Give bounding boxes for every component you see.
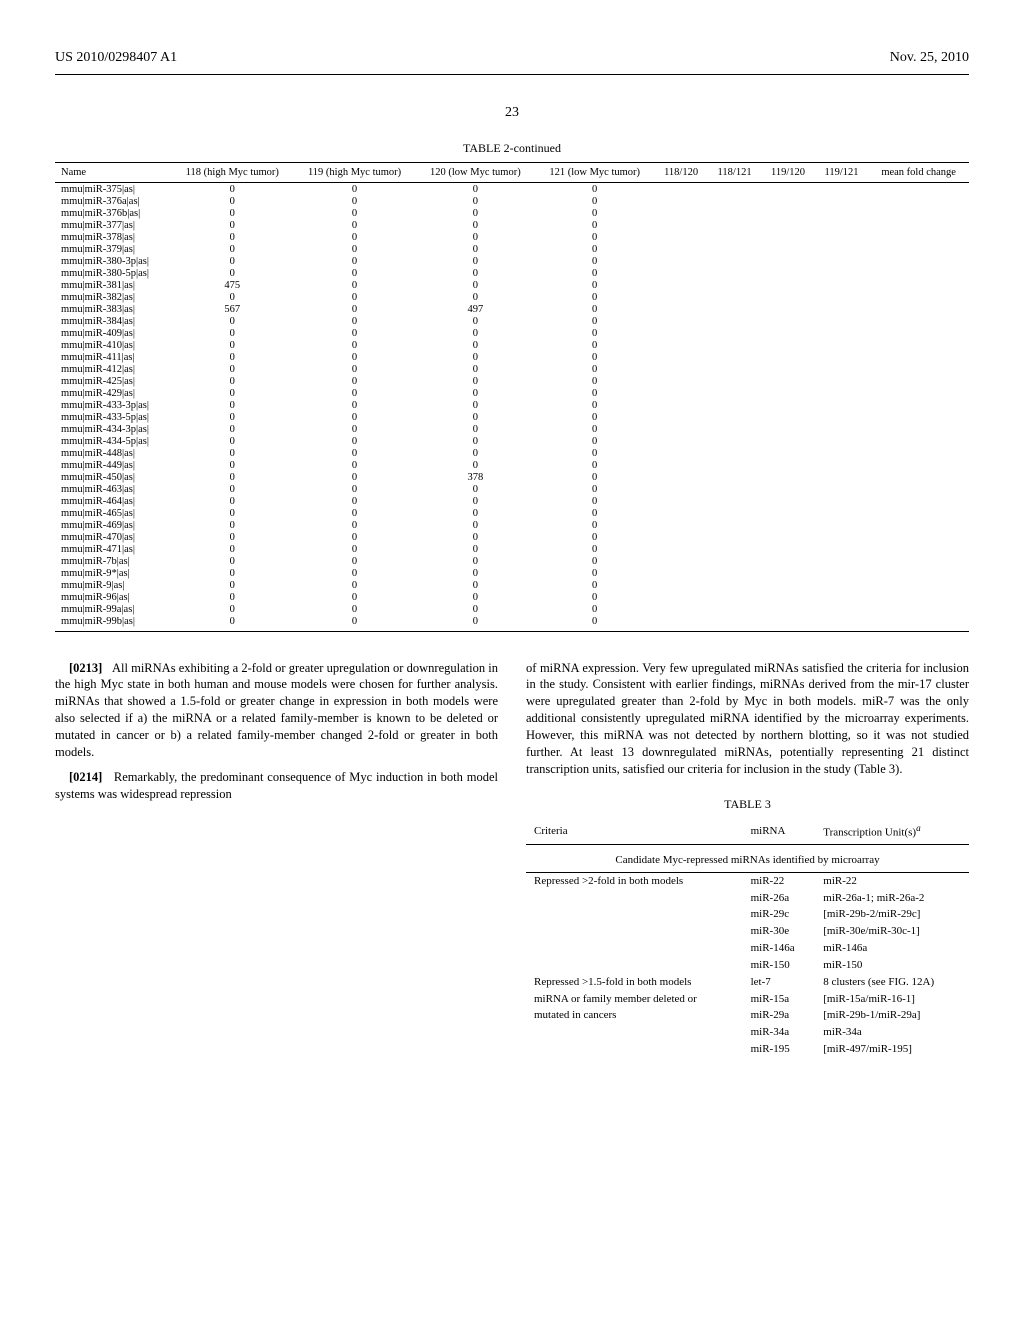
table3-caption: Candidate Myc-repressed miRNAs identifie… [526,849,969,872]
t2-col-0: Name [55,163,171,183]
t2-col-1: 118 (high Myc tumor) [171,163,293,183]
table-row: mmu|miR-380-5p|as|0000 [55,267,969,279]
pub-number: US 2010/0298407 A1 [55,50,177,66]
table-row: miR-26amiR-26a-1; miR-26a-2 [526,890,969,907]
t2-col-4: 121 (low Myc tumor) [535,163,654,183]
table-row: mmu|miR-376a|as|0000 [55,195,969,207]
t3-col-criteria: Criteria [526,818,743,845]
table-row: mmu|miR-99a|as|0000 [55,603,969,615]
para-num-0213: [0213] [69,661,102,675]
para-num-0214: [0214] [69,770,102,784]
table-row: mmu|miR-433-3p|as|0000 [55,399,969,411]
table-row: mmu|miR-96|as|0000 [55,591,969,603]
table-row: mutated in cancersmiR-29a[miR-29b-1/miR-… [526,1007,969,1024]
column-right: of miRNA expression. Very few upregulate… [526,660,969,1061]
table-row: mmu|miR-376b|as|0000 [55,207,969,219]
column-left: [0213] All miRNAs exhibiting a 2-fold or… [55,660,498,1061]
table-row: mmu|miR-470|as|0000 [55,531,969,543]
table-row: mmu|miR-411|as|0000 [55,351,969,363]
table-row: mmu|miR-7b|as|0000 [55,555,969,567]
table-row: mmu|miR-410|as|0000 [55,339,969,351]
table-row: mmu|miR-450|as|003780 [55,471,969,483]
para-0214: [0214] Remarkably, the predominant conse… [55,769,498,803]
table-row: mmu|miR-380-3p|as|0000 [55,255,969,267]
table-row: mmu|miR-382|as|0000 [55,291,969,303]
table2: Name118 (high Myc tumor)119 (high Myc tu… [55,162,969,632]
table-row: mmu|miR-434-3p|as|0000 [55,423,969,435]
table-row: mmu|miR-9*|as|0000 [55,567,969,579]
table-row: mmu|miR-471|as|0000 [55,543,969,555]
table-row: mmu|miR-433-5p|as|0000 [55,411,969,423]
table-row: miRNA or family member deleted ormiR-15a… [526,991,969,1008]
table-row: mmu|miR-375|as|0000 [55,183,969,196]
pub-date: Nov. 25, 2010 [890,50,969,66]
table-row: miR-146amiR-146a [526,940,969,957]
table-row: miR-29c[miR-29b-2/miR-29c] [526,906,969,923]
para-0213: [0213] All miRNAs exhibiting a 2-fold or… [55,660,498,761]
page-number: 23 [55,105,969,121]
table-row: Repressed >1.5-fold in both modelslet-78… [526,974,969,991]
t3-col-unit: Transcription Unit(s)a [815,818,969,845]
table-row: mmu|miR-379|as|0000 [55,243,969,255]
table-row: mmu|miR-429|as|0000 [55,387,969,399]
t2-col-9: mean fold change [868,163,969,183]
t2-col-8: 119/121 [815,163,868,183]
para-0213-text: All miRNAs exhibiting a 2-fold or greate… [55,661,498,759]
table-row: mmu|miR-434-5p|as|0000 [55,435,969,447]
t2-col-7: 119/120 [761,163,814,183]
t2-col-2: 119 (high Myc tumor) [293,163,415,183]
table-row: mmu|miR-377|as|0000 [55,219,969,231]
table-row: mmu|miR-464|as|0000 [55,495,969,507]
table-row: mmu|miR-469|as|0000 [55,519,969,531]
table3-title: TABLE 3 [526,796,969,812]
t2-col-3: 120 (low Myc tumor) [416,163,535,183]
table-row: miR-30e[miR-30e/miR-30c-1] [526,923,969,940]
table-row: mmu|miR-465|as|0000 [55,507,969,519]
table-row: mmu|miR-381|as|475000 [55,279,969,291]
table-row: mmu|miR-9|as|0000 [55,579,969,591]
para-0214-text: Remarkably, the predominant consequence … [55,770,498,801]
table-row: mmu|miR-409|as|0000 [55,327,969,339]
t2-col-6: 118/121 [708,163,761,183]
table3: Candidate Myc-repressed miRNAs identifie… [526,818,969,1061]
table-row: Repressed >2-fold in both modelsmiR-22mi… [526,872,969,889]
page-header: US 2010/0298407 A1 Nov. 25, 2010 [55,50,969,66]
t3-col-mirna: miRNA [743,818,816,845]
table-row: mmu|miR-384|as|0000 [55,315,969,327]
table-row: mmu|miR-448|as|0000 [55,447,969,459]
table-row: mmu|miR-99b|as|0000 [55,615,969,631]
body-columns: [0213] All miRNAs exhibiting a 2-fold or… [55,660,969,1061]
table-row: miR-195[miR-497/miR-195] [526,1041,969,1061]
table-row: mmu|miR-378|as|0000 [55,231,969,243]
t2-col-5: 118/120 [654,163,707,183]
header-rule [55,74,969,75]
table-row: mmu|miR-425|as|0000 [55,375,969,387]
table-row: mmu|miR-412|as|0000 [55,363,969,375]
table-row: miR-34amiR-34a [526,1024,969,1041]
table-row: mmu|miR-383|as|56704970 [55,303,969,315]
table-row: mmu|miR-463|as|0000 [55,483,969,495]
table3-wrap: TABLE 3 Candidate Myc-repressed miRNAs i… [526,796,969,1061]
table-row: mmu|miR-449|as|0000 [55,459,969,471]
col2-p1: of miRNA expression. Very few upregulate… [526,660,969,778]
table2-title: TABLE 2-continued [55,141,969,156]
table-row: miR-150miR-150 [526,957,969,974]
